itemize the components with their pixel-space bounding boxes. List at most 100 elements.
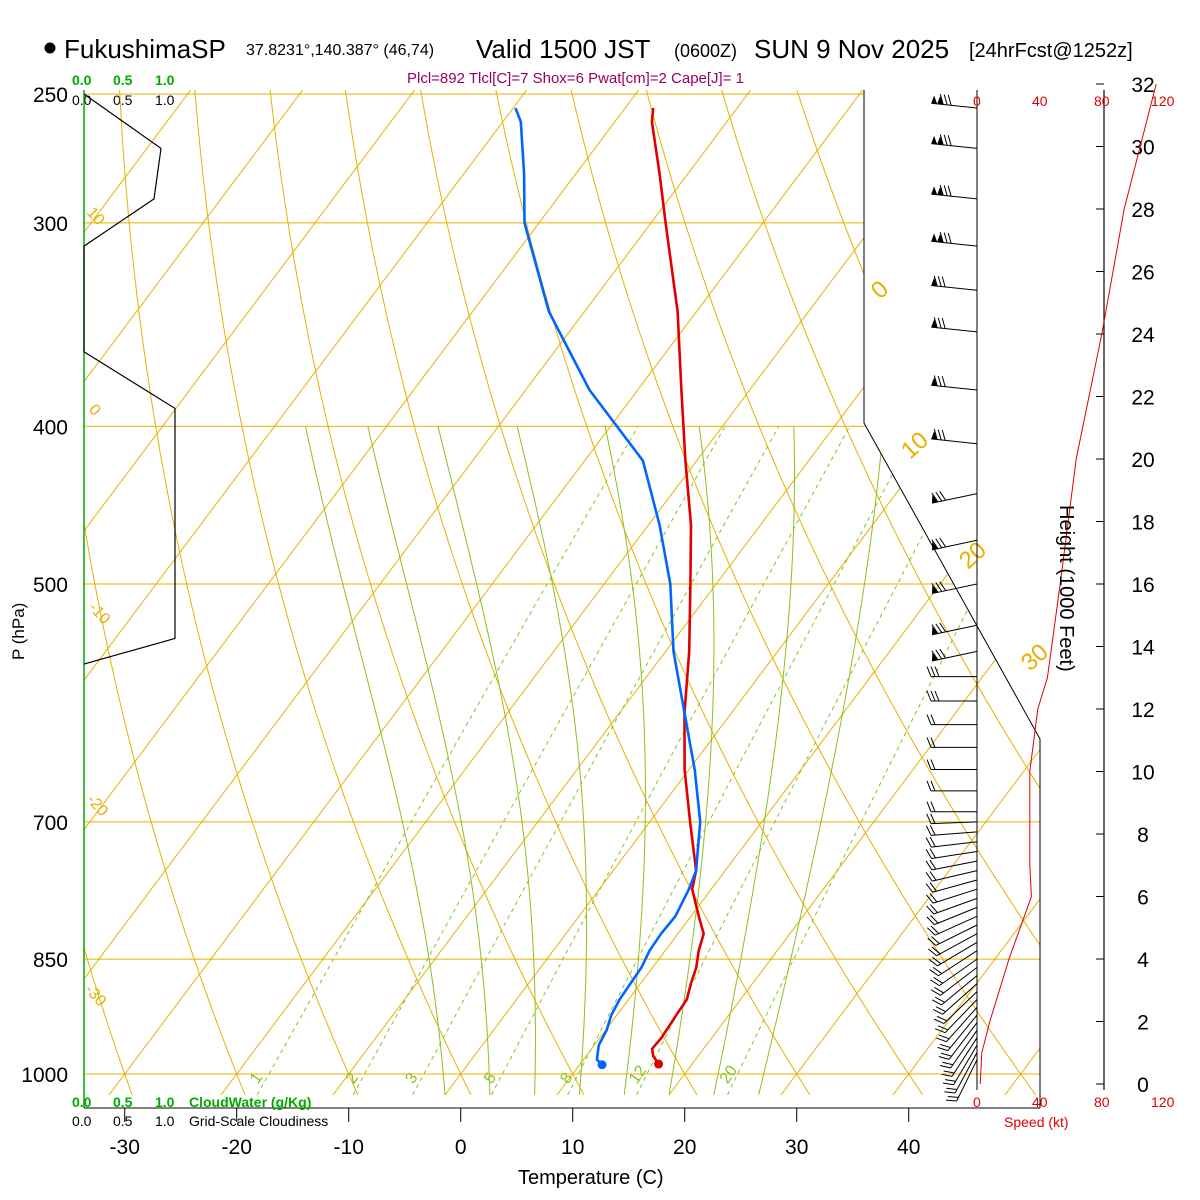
wind-barb-flag <box>931 431 938 440</box>
cloudiness-line <box>83 93 176 665</box>
wind-barb-feather <box>926 905 935 915</box>
height-tick-label: 28 <box>1131 199 1154 222</box>
wind-barb-feather <box>931 999 942 1006</box>
x-tick-label: -10 <box>334 1136 364 1159</box>
wind-barb-feather <box>930 801 936 812</box>
speed-tick-bottom: 80 <box>1094 1094 1110 1110</box>
wind-barb-feather <box>932 966 943 974</box>
speed-axis-label: Speed (kt) <box>1004 1114 1069 1130</box>
wind-barb-feather <box>931 583 939 593</box>
wind-barb-staff <box>933 897 978 915</box>
surface-dewpoint-marker <box>597 1060 607 1070</box>
wind-barb-feather <box>935 1006 946 1013</box>
wind-barb <box>933 991 978 1025</box>
dry-adiabat-line <box>568 90 1037 1096</box>
wind-barb-staff <box>931 438 978 445</box>
isotherm-line <box>84 90 423 1096</box>
cw-tick: 0.0 <box>72 1094 92 1110</box>
dry-adiabat-line <box>493 90 924 1096</box>
x-tick-label: -30 <box>110 1136 140 1159</box>
wind-barb-flag <box>931 95 938 104</box>
wind-barb-feather <box>943 185 948 196</box>
wind-barb-feather <box>930 759 936 770</box>
mixing-ratio-line <box>490 426 851 1096</box>
wind-barb-feather <box>930 690 936 702</box>
wind-barb-feather <box>930 737 936 748</box>
height-tick-label: 30 <box>1131 137 1154 160</box>
height-tick-label: 24 <box>1131 324 1155 347</box>
wind-barb <box>940 1030 978 1069</box>
wind-barb <box>927 933 978 957</box>
sounding-profiles <box>514 107 706 1070</box>
forecast-info: [24hrFcst@1252z] <box>969 40 1133 62</box>
isotherm-label: 0 <box>866 275 894 304</box>
wind-barb-feather <box>936 1015 947 1022</box>
utc-time: (0600Z) <box>674 41 737 61</box>
wind-barb-staff <box>954 1052 978 1094</box>
wind-barb <box>929 950 978 977</box>
wind-barb-feather <box>931 492 939 503</box>
wind-barb <box>925 859 978 871</box>
dry-adiabat-label: -20 <box>83 791 111 820</box>
temperature-axis: -30 -20 -10 0 10 20 30 40 <box>84 1107 1040 1159</box>
x-tick-label: 0 <box>455 1136 467 1159</box>
surface-temperature-marker <box>654 1059 664 1069</box>
pressure-tick-label: 250 <box>33 84 68 107</box>
wind-barb-feather <box>941 318 946 329</box>
wind-barb-feather <box>926 780 932 792</box>
wind-barb <box>931 975 978 1006</box>
wind-barb-flag <box>937 96 944 105</box>
cloudiness-profile <box>83 93 176 665</box>
wind-barb-flag <box>937 234 944 243</box>
wind-barb-feather <box>933 977 943 984</box>
wind-barb <box>930 958 978 987</box>
plot-frame <box>863 90 1041 1108</box>
wind-barb-feather <box>930 666 936 677</box>
dry-adiabat-line <box>84 90 246 1096</box>
wind-barb-staff <box>931 539 978 551</box>
wind-barb-staff <box>935 924 978 946</box>
wind-barb-feather <box>925 894 934 904</box>
moist-adiabat-line <box>758 426 884 1096</box>
wind-barb-staff <box>940 967 978 996</box>
wind-barb-feather <box>937 429 942 441</box>
wind-barb-feather <box>941 1073 953 1077</box>
wind-barb <box>931 375 978 391</box>
wind-barb-feather <box>929 893 938 903</box>
cloudwater-label: CloudWater (g/Kg) <box>189 1094 311 1110</box>
mixing-ratio-label: 12 <box>626 1062 650 1086</box>
wind-barb-feather <box>930 989 941 996</box>
wind-barb-flag <box>932 652 938 661</box>
wind-barb-staff <box>931 841 978 848</box>
wind-barb-feather <box>926 714 932 725</box>
height-tick-label: 26 <box>1131 262 1154 285</box>
wind-barb <box>931 491 978 504</box>
x-tick-label: 40 <box>897 1136 920 1159</box>
mixing-ratio-line <box>412 426 780 1096</box>
station-coords: 37.8231°,140.387° (46,74) <box>246 42 434 59</box>
wind-barb-staff <box>950 1030 978 1069</box>
dry-adiabat-line <box>193 90 472 1096</box>
wind-barb-staff <box>948 1022 978 1060</box>
wind-barb-feather <box>926 737 932 748</box>
wind-barb-staff <box>931 384 978 391</box>
wind-barb <box>926 714 977 726</box>
wind-barb-flag <box>931 186 938 195</box>
wind-barb-feather <box>942 1082 954 1086</box>
mixing-ratio-line <box>727 426 1040 1096</box>
isotherm-line <box>1117 80 1200 1095</box>
isotherm-line <box>444 90 1040 1096</box>
speed-tick-bottom: 0 <box>973 1094 981 1110</box>
mixing-ratio-line <box>567 426 919 1096</box>
height-tick-label: 6 <box>1137 887 1149 910</box>
wind-barb <box>926 897 978 915</box>
wind-barb <box>931 275 978 291</box>
wind-barb <box>942 1044 978 1086</box>
wind-barb-feather <box>930 780 936 792</box>
wind-barb-feather <box>939 1043 951 1049</box>
wind-barb-feather <box>930 915 939 924</box>
wind-barb-feather <box>931 539 939 549</box>
wind-barb-feather <box>925 825 932 836</box>
wind-barb-feather <box>931 624 939 634</box>
moist-adiabat-line <box>437 426 536 1095</box>
